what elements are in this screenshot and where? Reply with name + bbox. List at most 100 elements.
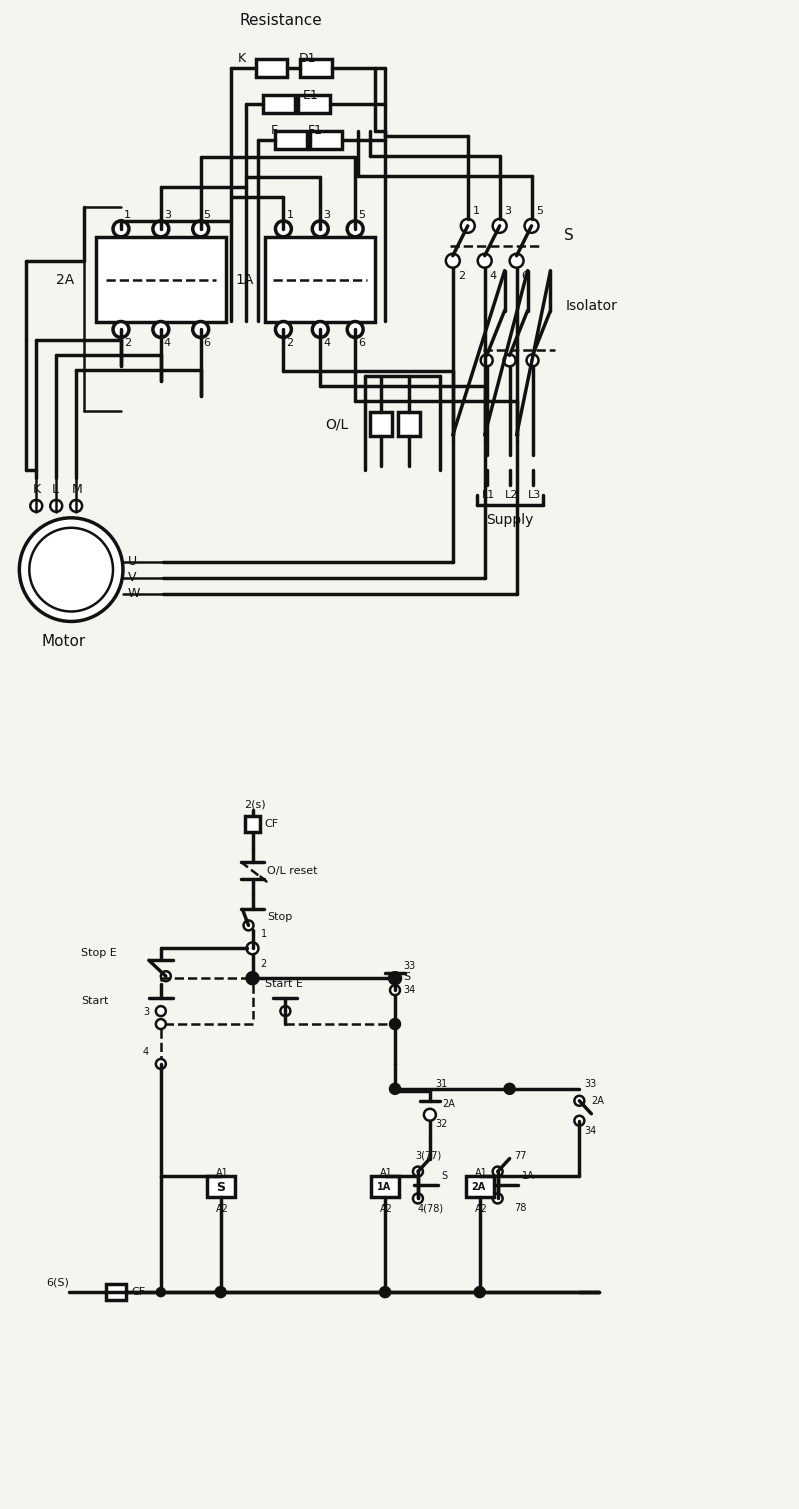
Text: 1: 1 [260,930,267,940]
Circle shape [478,254,491,267]
Circle shape [525,219,539,232]
Text: 2A: 2A [471,1183,486,1192]
Text: A2: A2 [475,1204,487,1215]
Circle shape [161,972,171,981]
Bar [398,412,420,436]
Text: 5: 5 [204,210,211,220]
Text: U: U [128,555,137,569]
Text: Start E: Start E [265,979,304,990]
Text: S: S [403,972,410,982]
Circle shape [153,321,169,338]
Text: CF: CF [131,1287,145,1298]
Text: Resistance: Resistance [239,14,322,29]
Circle shape [156,1059,166,1068]
Circle shape [503,355,515,367]
Circle shape [193,321,209,338]
Text: 4: 4 [324,338,331,349]
Bar [264,95,296,113]
Text: A1: A1 [216,1168,229,1177]
Text: Start: Start [81,996,109,1007]
Text: 78: 78 [515,1203,527,1213]
Circle shape [574,1096,584,1106]
Text: 4: 4 [164,338,171,349]
Text: 2A: 2A [442,1099,455,1109]
Bar [466,1176,494,1198]
Text: L: L [52,483,59,496]
Text: A2: A2 [380,1204,393,1215]
Text: 4: 4 [143,1047,149,1056]
Text: 1A: 1A [236,273,254,287]
Text: 6: 6 [358,338,365,349]
Text: 5: 5 [536,205,543,216]
Text: O/L: O/L [325,416,348,432]
Text: 4: 4 [490,270,497,281]
Text: M: M [72,483,83,496]
Text: 3: 3 [143,1007,149,1017]
Circle shape [390,985,400,994]
Text: A1: A1 [380,1168,393,1177]
Text: 34: 34 [403,985,415,994]
Bar [276,131,308,149]
Text: 33: 33 [584,1079,597,1089]
Text: O/L reset: O/L reset [268,866,318,875]
Circle shape [157,1289,165,1296]
Text: Isolator: Isolator [566,299,618,312]
Text: 31: 31 [435,1079,447,1089]
Circle shape [413,1166,423,1177]
Text: Motor: Motor [42,634,85,649]
Text: L2: L2 [505,490,518,499]
Text: 33: 33 [403,961,415,972]
Text: F1: F1 [308,124,322,137]
Circle shape [244,920,253,931]
Circle shape [50,499,62,512]
Circle shape [461,219,475,232]
Text: 3: 3 [505,205,511,216]
Text: CF: CF [264,819,279,828]
Text: A2: A2 [216,1204,229,1215]
Circle shape [505,1083,515,1094]
Text: A1: A1 [475,1168,487,1177]
Circle shape [30,528,113,611]
Circle shape [19,518,123,622]
Text: 77: 77 [515,1150,527,1160]
Text: 2: 2 [286,338,293,349]
Text: L3: L3 [527,490,541,499]
Text: 3(77): 3(77) [415,1150,441,1160]
Text: 6: 6 [522,270,529,281]
Circle shape [574,1115,584,1126]
Circle shape [424,1109,436,1121]
Circle shape [153,220,169,237]
Text: D1: D1 [298,51,316,65]
Bar [207,1176,235,1198]
Bar [300,59,332,77]
Text: S: S [216,1182,225,1194]
Circle shape [312,220,328,237]
Text: E1: E1 [302,89,318,101]
Text: 5: 5 [358,210,365,220]
Text: K: K [32,483,41,496]
Text: S: S [442,1171,448,1180]
Circle shape [247,972,259,984]
Circle shape [348,321,363,338]
Circle shape [390,1019,400,1029]
Bar [310,131,342,149]
Text: 2A: 2A [56,273,74,287]
Circle shape [247,942,259,954]
Text: 2A: 2A [591,1096,604,1106]
Bar [370,412,392,436]
Circle shape [475,1287,485,1298]
Text: 1: 1 [473,205,479,216]
Circle shape [389,972,401,984]
Circle shape [113,321,129,338]
Text: 6(S): 6(S) [46,1277,69,1287]
Text: S: S [564,228,574,243]
Text: 1A: 1A [377,1183,392,1192]
Circle shape [113,220,129,237]
Circle shape [390,1083,400,1094]
Bar [265,237,375,321]
Text: 4(78): 4(78) [418,1203,444,1213]
Bar [96,237,225,321]
Circle shape [312,321,328,338]
Circle shape [481,355,493,367]
Text: V: V [128,570,137,584]
